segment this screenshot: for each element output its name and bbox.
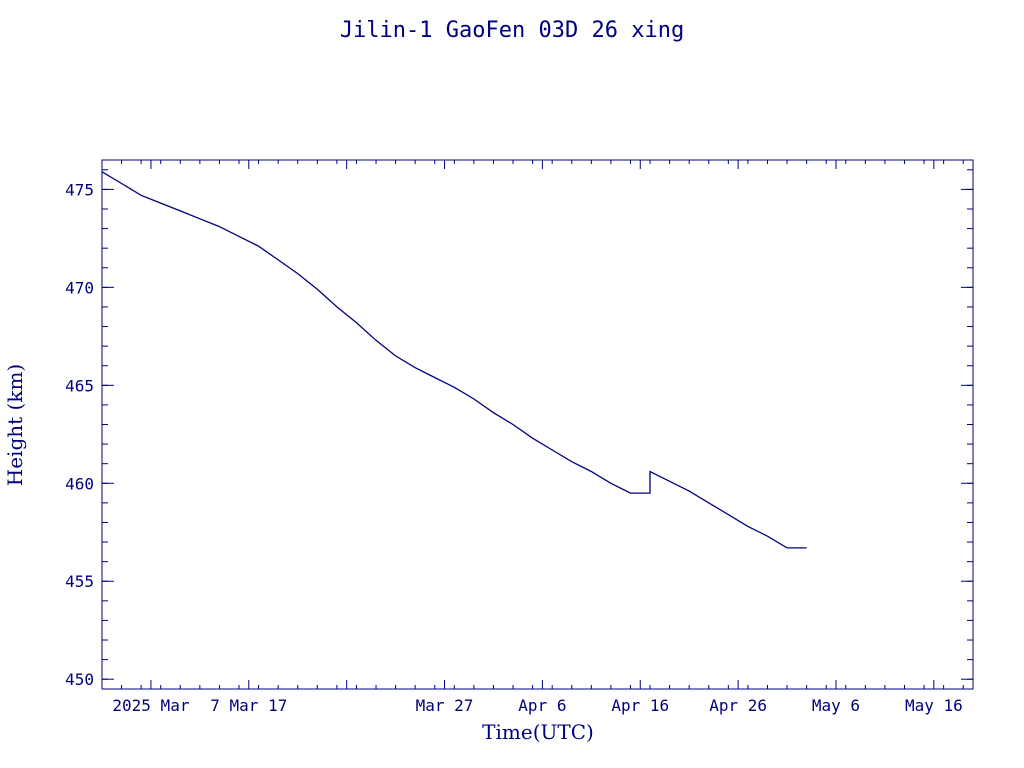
x-tick-label: Mar 27: [416, 696, 474, 715]
x-tick-label: May 6: [812, 696, 860, 715]
y-tick-label: 450: [65, 670, 94, 689]
x-tick-label: Apr 6: [518, 696, 566, 715]
y-tick-label: 475: [65, 180, 94, 199]
series-line-height: [101, 171, 807, 549]
y-tick-label: 455: [65, 572, 94, 591]
x-tick-label: Apr 26: [709, 696, 767, 715]
y-tick-label: 465: [65, 376, 94, 395]
y-tick-label: 470: [65, 278, 94, 297]
x-tick-label: 7 Mar 17: [210, 696, 287, 715]
x-axis: 2025 Mar 7 Mar 17 Mar 27 Apr 6 Apr 16 Apr 26 M…: [101, 160, 964, 715]
chart-title: Jilin-1 GaoFen 03D 26 xing: [340, 18, 684, 43]
y-tick-label: 460: [65, 474, 94, 493]
x-axis-label: Time(UTC): [482, 720, 594, 744]
x-tick-label: Apr 16: [611, 696, 669, 715]
plot-frame: [101, 159, 974, 690]
x-tick-label: May 16: [905, 696, 963, 715]
y-axis-label: Height (km): [3, 364, 27, 486]
x-tick-label: 2025 Mar: [112, 696, 189, 715]
y-axis: 450 455 460 465 470 475: [65, 169, 973, 689]
